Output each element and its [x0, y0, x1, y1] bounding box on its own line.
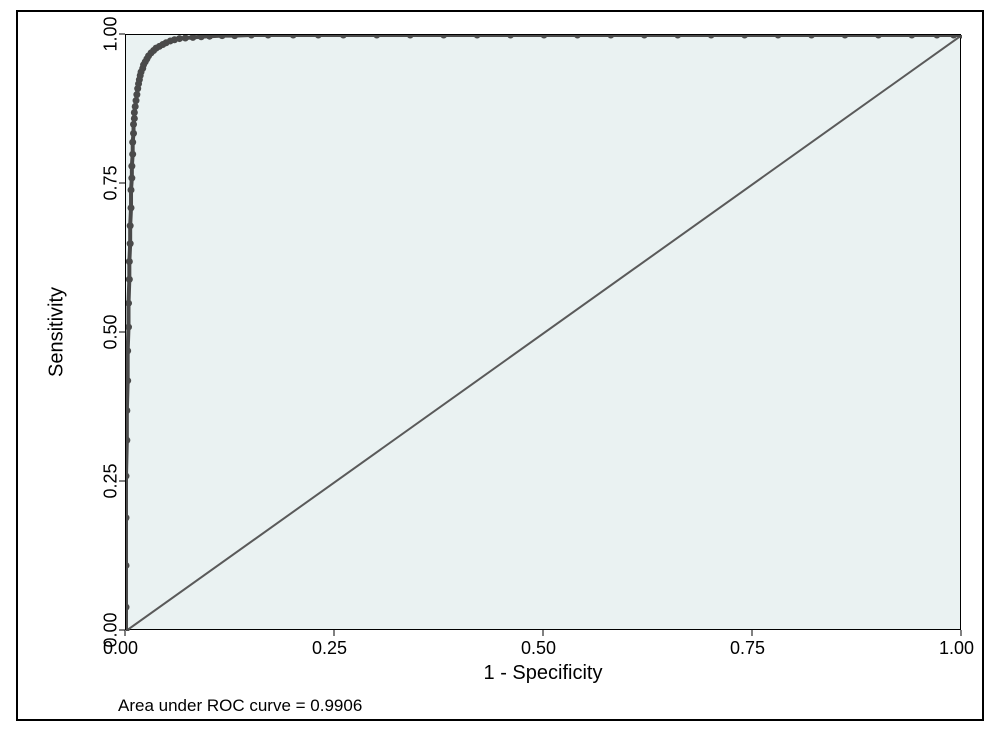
plot-area — [125, 34, 961, 630]
plot-svg — [126, 35, 962, 631]
reference-diagonal — [126, 35, 962, 631]
y-tick-label: 1.00 — [101, 16, 122, 51]
y-axis-title: Sensitivity — [46, 287, 69, 377]
y-tick-label: 0.50 — [101, 314, 122, 349]
roc-auc-caption: Area under ROC curve = 0.9906 — [118, 696, 362, 716]
x-tick-label: 0.75 — [730, 638, 765, 659]
x-tick-label: 0.50 — [521, 638, 556, 659]
x-tick-label: 1.00 — [939, 638, 974, 659]
y-tick-label: 0.75 — [101, 165, 122, 200]
x-axis-title: 1 - Specificity — [484, 662, 603, 685]
y-tick-label: 0.25 — [101, 463, 122, 498]
x-tick-label: 0.25 — [312, 638, 347, 659]
y-tick-label: 0.00 — [101, 612, 122, 647]
